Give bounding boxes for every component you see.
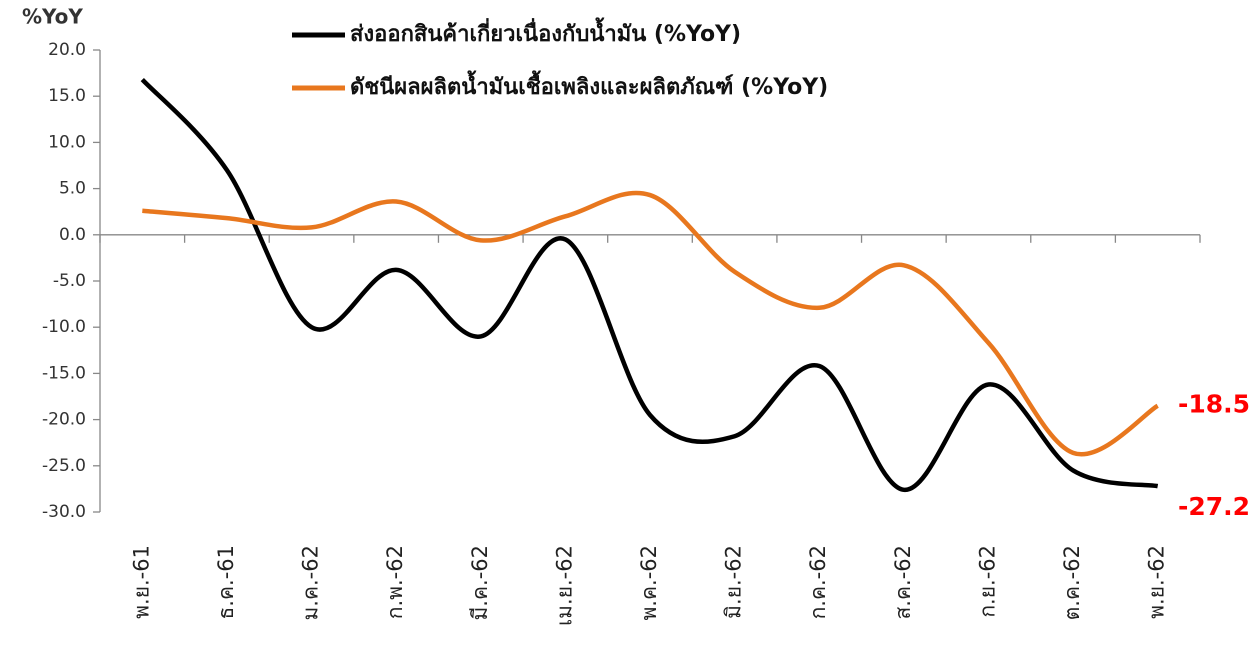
- x-tick-label: ม.ค.-62: [299, 545, 323, 621]
- x-tick-label: ก.ค.-62: [806, 545, 830, 619]
- line-series: [140, 78, 1159, 493]
- y-tick-label: -30.0: [42, 502, 86, 522]
- x-tick-label: พ.ย.-61: [129, 545, 153, 619]
- y-tick-label: -15.0: [42, 363, 86, 383]
- line-series: [142, 190, 1159, 457]
- x-tick-label: เม.ย.-62: [552, 545, 576, 626]
- x-tick-label: พ.ค.-62: [637, 545, 661, 621]
- x-tick-label: ก.พ.-62: [383, 545, 407, 619]
- y-tick-label: -10.0: [42, 317, 86, 337]
- y-tick-label: 15.0: [48, 86, 86, 106]
- y-tick-label: -5.0: [53, 271, 86, 291]
- x-tick-label: พ.ย.-62: [1145, 545, 1169, 619]
- end-value-label: -27.2: [1178, 492, 1250, 521]
- x-tick-label: ส.ค.-62: [891, 545, 915, 620]
- y-tick-label: -25.0: [42, 456, 86, 476]
- y-tick-label: 10.0: [48, 132, 86, 152]
- x-tick-label: มี.ค.-62: [468, 545, 492, 621]
- legend-label: ดัชนีผลผลิตน้ำมันเชื้อเพลิงและผลิตภัณฑ์ …: [350, 70, 828, 100]
- y-tick-label: 20.0: [48, 40, 86, 60]
- end-value-label: -18.5: [1178, 390, 1250, 419]
- y-tick-label: 0.0: [59, 225, 86, 245]
- y-axis-label: %YoY: [22, 5, 83, 29]
- y-tick-label: 5.0: [59, 179, 86, 199]
- x-tick-label: มิ.ย.-62: [722, 545, 746, 619]
- legend-label: ส่งออกสินค้าเกี่ยวเนื่องกับน้ำมัน (%YoY): [350, 17, 741, 47]
- x-tick-label: ธ.ค.-61: [214, 545, 238, 620]
- x-tick-label: ต.ค.-62: [1060, 545, 1084, 620]
- x-tick-label: ก.ย.-62: [975, 545, 999, 618]
- y-tick-label: -20.0: [42, 410, 86, 430]
